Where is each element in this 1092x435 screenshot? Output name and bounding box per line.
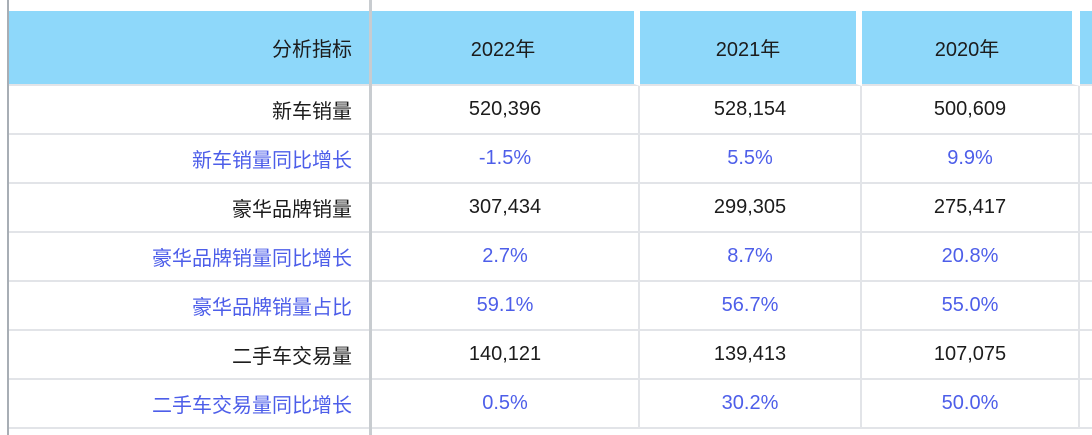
- value-2021: 5.5%: [640, 135, 862, 184]
- value-2022: 520,396: [372, 86, 640, 135]
- value-2022: 307,434: [372, 184, 640, 233]
- value-2020: 500,609: [862, 86, 1080, 135]
- row-label: 豪华品牌销量: [9, 184, 372, 233]
- row-sliver-cell: [1080, 233, 1092, 282]
- header-year-2022: 2022年: [372, 11, 640, 86]
- table-row-luxury-brand-sales-yoy: 豪华品牌销量同比增长 2.7% 8.7% 20.8%: [9, 233, 1092, 282]
- row-label: 豪华品牌销量占比: [9, 282, 372, 331]
- row-label: 二手车交易量同比增长: [9, 380, 372, 429]
- value-2022: 2.7%: [372, 233, 640, 282]
- value-2021: 8.7%: [640, 233, 862, 282]
- value-2021: 56.7%: [640, 282, 862, 331]
- value-2020: 55.0%: [862, 282, 1080, 331]
- value-2020: 20.8%: [862, 233, 1080, 282]
- row-sliver-cell: [1080, 135, 1092, 184]
- value-2022: 140,121: [372, 331, 640, 380]
- value-2020: 275,417: [862, 184, 1080, 233]
- value-2020: 107,075: [862, 331, 1080, 380]
- table-row-luxury-brand-sales: 豪华品牌销量 307,434 299,305 275,417: [9, 184, 1092, 233]
- value-2021: 299,305: [640, 184, 862, 233]
- row-label: 豪华品牌销量同比增长: [9, 233, 372, 282]
- table-row-new-car-sales: 新车销量 520,396 528,154 500,609: [9, 86, 1092, 135]
- value-2020: 50.0%: [862, 380, 1080, 429]
- row-label: 新车销量: [9, 86, 372, 135]
- value-2022: 59.1%: [372, 282, 640, 331]
- value-2020: 9.9%: [862, 135, 1080, 184]
- row-sliver-cell: [1080, 86, 1092, 135]
- value-2021: 528,154: [640, 86, 862, 135]
- table-row-used-car-volume-yoy: 二手车交易量同比增长 0.5% 30.2% 50.0%: [9, 380, 1092, 429]
- header-sliver-cell: [1080, 11, 1092, 86]
- header-indicator-label: 分析指标: [9, 11, 372, 86]
- header-year-2021: 2021年: [640, 11, 862, 86]
- table-left-border: [7, 0, 9, 435]
- row-sliver-cell: [1080, 184, 1092, 233]
- data-table: 分析指标 2022年 2021年 2020年 新车销量 520,396 528,…: [9, 11, 1092, 429]
- row-label: 新车销量同比增长: [9, 135, 372, 184]
- row-sliver-cell: [1080, 331, 1092, 380]
- table-row-used-car-volume: 二手车交易量 140,121 139,413 107,075: [9, 331, 1092, 380]
- value-2022: -1.5%: [372, 135, 640, 184]
- indicator-column-divider: [369, 0, 372, 435]
- table-header-row: 分析指标 2022年 2021年 2020年: [9, 11, 1092, 86]
- row-label: 二手车交易量: [9, 331, 372, 380]
- header-year-2020: 2020年: [862, 11, 1080, 86]
- value-2022: 0.5%: [372, 380, 640, 429]
- row-sliver-cell: [1080, 282, 1092, 331]
- value-2021: 30.2%: [640, 380, 862, 429]
- value-2021: 139,413: [640, 331, 862, 380]
- row-sliver-cell: [1080, 380, 1092, 429]
- table-row-new-car-sales-yoy: 新车销量同比增长 -1.5% 5.5% 9.9%: [9, 135, 1092, 184]
- table-row-luxury-brand-share: 豪华品牌销量占比 59.1% 56.7% 55.0%: [9, 282, 1092, 331]
